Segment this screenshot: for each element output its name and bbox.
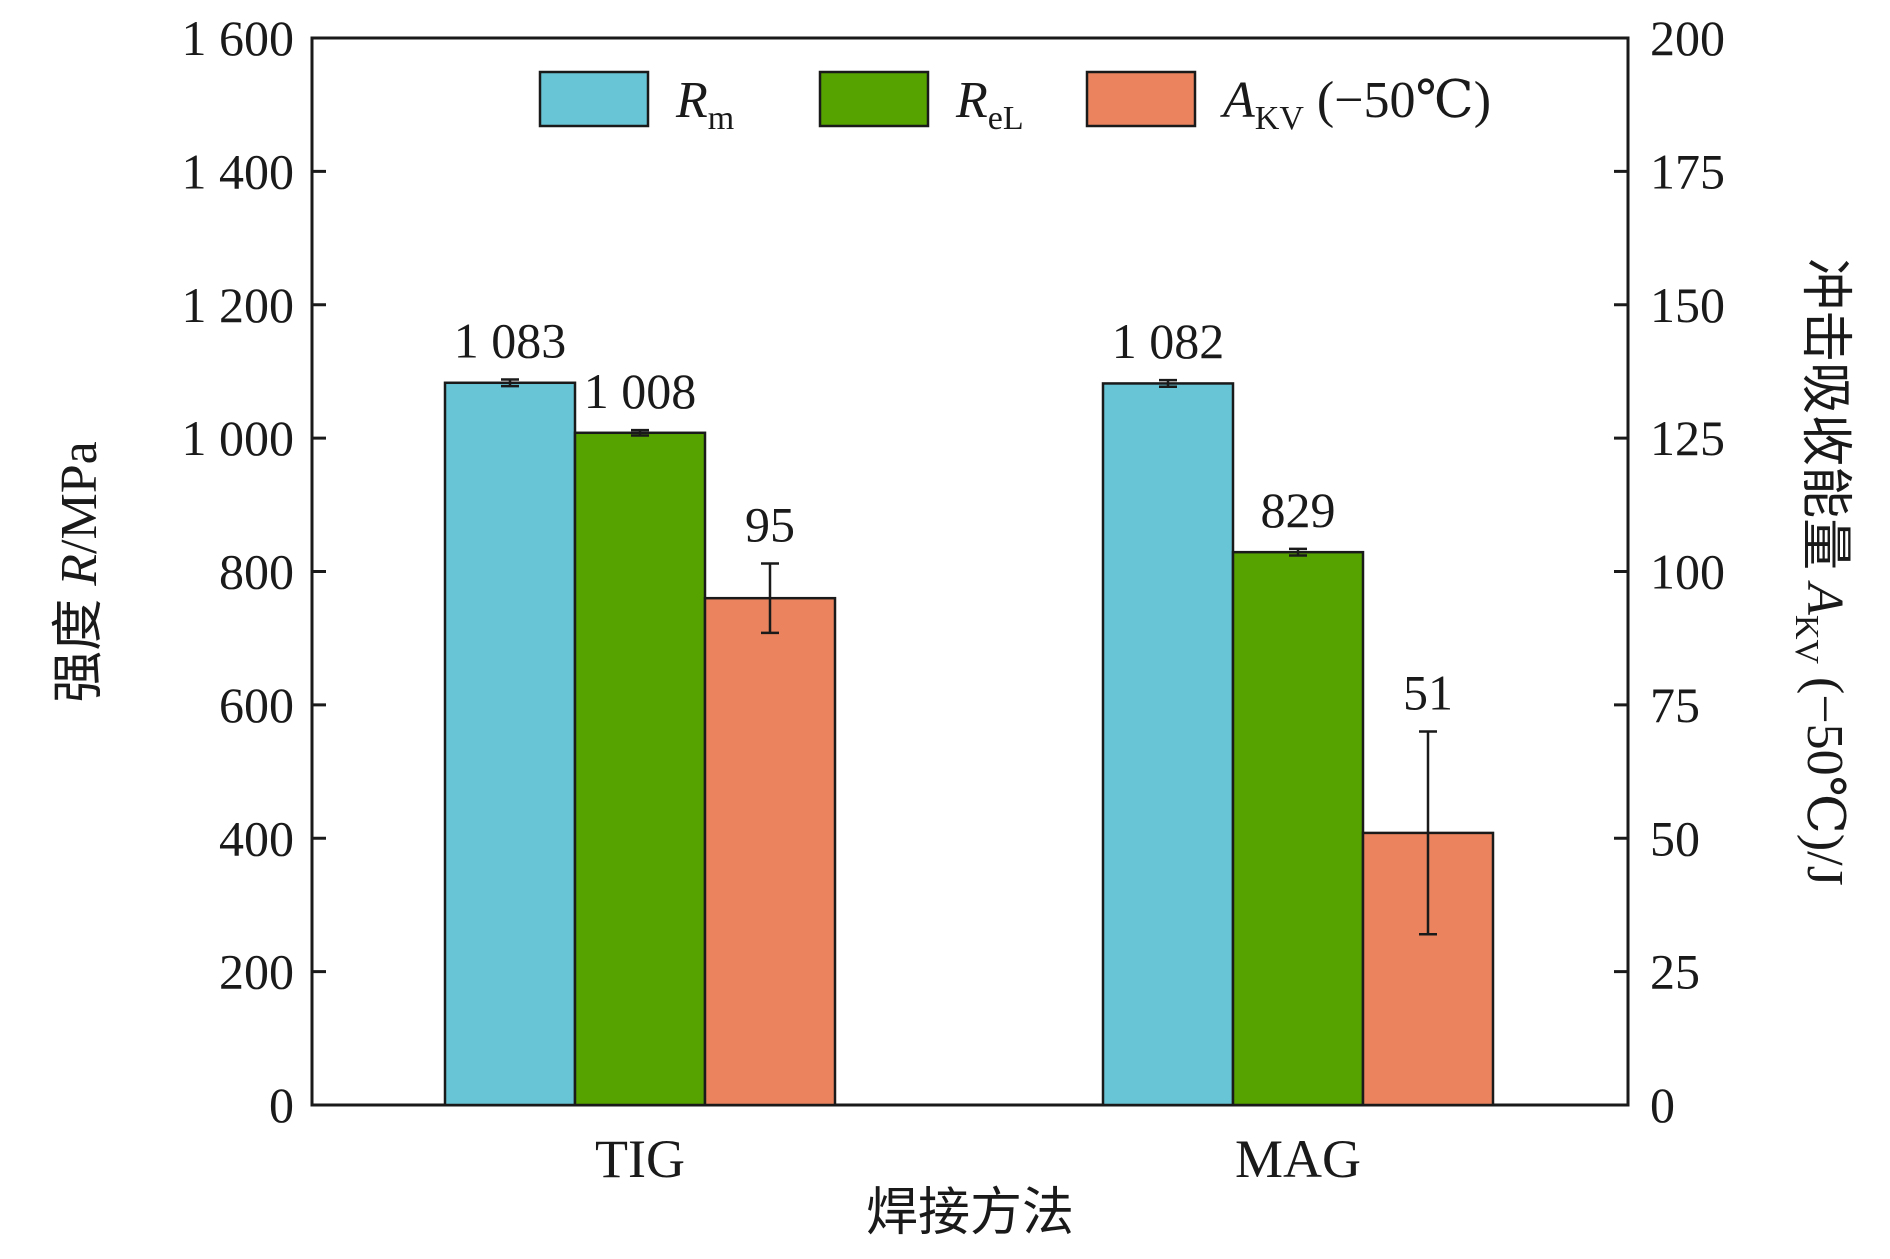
right-tick-label: 125 [1650,410,1725,466]
legend-swatch [1085,70,1197,128]
legend: Rm ReL AKV (−50℃) [538,70,1491,137]
x-axis-title: 焊接方法 [866,1185,1074,1242]
data-label: 1 082 [1112,313,1225,369]
y-axis-title: 强度 R/MPa [51,441,108,702]
y2-axis-title: 冲击吸收能量 AKV (−50℃)/J [1788,258,1853,886]
right-tick-label: 25 [1650,944,1700,1000]
left-tick-label: 1 400 [182,143,295,199]
legend-swatch [818,70,930,128]
right-tick-label: 100 [1650,544,1725,600]
data-label: 1 008 [584,363,697,419]
bar-tig-0 [443,381,577,1107]
left-tick-label: 1 600 [182,10,295,66]
legend-label: ReL [955,72,1024,137]
data-label: 1 083 [454,312,567,368]
left-tick-label: 600 [219,677,294,733]
right-tick-label: 0 [1650,1077,1675,1133]
left-tick-label: 800 [219,544,294,600]
data-label: 829 [1261,482,1336,538]
right-tick-label: 150 [1650,277,1725,333]
left-axis-ticks: 0 200 400 600 800 1 000 1 200 1 400 1 600 [182,10,326,1133]
right-tick-label: 175 [1650,143,1725,199]
bar-mag-0 [1101,382,1235,1107]
data-label: 51 [1403,665,1453,721]
left-tick-label: 0 [269,1077,294,1133]
x-tick-label: MAG [1235,1129,1361,1189]
right-tick-label: 75 [1650,677,1700,733]
legend-label: Rm [675,72,734,137]
bar-tig-1 [573,431,707,1107]
legend-label: AKV (−50℃) [1220,72,1491,137]
right-tick-label: 200 [1650,10,1725,66]
left-tick-label: 200 [219,944,294,1000]
legend-swatch [538,70,650,128]
bar-mag-1 [1231,550,1365,1107]
left-tick-label: 1 000 [182,410,295,466]
x-tick-label: TIG [595,1129,685,1189]
right-tick-label: 50 [1650,810,1700,866]
x-axis-ticks: TIG MAG [595,1091,1361,1189]
left-tick-label: 1 200 [182,277,295,333]
left-tick-label: 400 [219,810,294,866]
data-label: 95 [745,496,795,552]
right-axis-ticks: 0 25 50 75 100 125 150 175 200 [1614,10,1725,1133]
bar-tig-2 [703,596,837,1107]
bars-group: 1 083 1 008 95 1 082 829 51 [443,312,1495,1107]
